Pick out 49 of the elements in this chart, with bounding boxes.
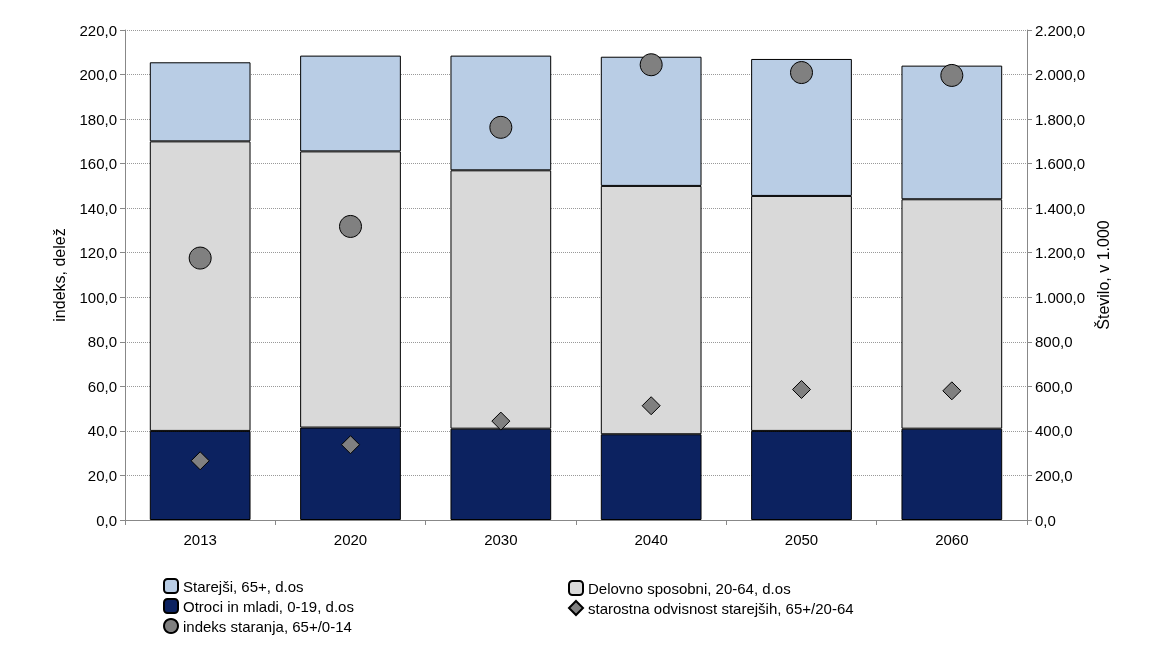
y-axis-title: indeks, delež [50, 228, 68, 322]
point [339, 214, 362, 238]
point [491, 411, 511, 431]
legend-label: Starejši, 65+, d.os [183, 577, 304, 595]
y2-tick-label: 2.000,0 [1035, 66, 1086, 84]
y2-tick-label: 1.400,0 [1035, 199, 1086, 217]
x-tick-label: 2030 [484, 531, 518, 548]
y-tick-label: 80,0 [87, 333, 117, 351]
point [190, 451, 210, 471]
y-tick-label: 220,0 [79, 21, 117, 39]
point [188, 246, 212, 270]
y-tick-label: 100,0 [79, 288, 117, 306]
legend-label: Delovno sposobni, 20-64, d.os [588, 579, 791, 597]
legend-label: indeks staranja, 65+/0-14 [183, 617, 352, 635]
y2-tick-label: 800,0 [1035, 333, 1073, 351]
x-tick-label: 2050 [784, 531, 819, 548]
y2-axis-title: Število, v 1.000 [1094, 220, 1113, 330]
x-tick-label: 2013 [183, 531, 217, 548]
point [942, 381, 962, 401]
legend-label: Otroci in mladi, 0-19, d.os [183, 597, 354, 615]
y2-tick-label: 1.800,0 [1035, 110, 1086, 128]
y-tick-label: 160,0 [79, 155, 117, 173]
y-tick-label: 40,0 [87, 422, 117, 440]
x-tick-label: 2060 [935, 531, 969, 548]
y2-tick-label: 1.600,0 [1035, 155, 1086, 173]
point [489, 115, 513, 139]
y-tick-label: 200,0 [79, 66, 117, 84]
point [940, 63, 964, 87]
point [641, 396, 661, 416]
y2-tick-label: 600,0 [1035, 377, 1073, 395]
y-tick-label: 20,0 [87, 466, 117, 484]
y2-tick-label: 1.000,0 [1035, 288, 1086, 306]
point [792, 379, 811, 399]
y2-tick-label: 2.200,0 [1035, 21, 1086, 39]
y2-tick-label: 200,0 [1035, 466, 1073, 484]
point [790, 61, 813, 85]
point [639, 53, 663, 77]
y2-tick-label: 0,0 [1035, 511, 1056, 529]
y-tick-label: 140,0 [79, 199, 117, 217]
y2-tick-label: 1.200,0 [1035, 244, 1086, 262]
y-tick-label: 0,0 [96, 511, 117, 529]
x-tick-label: 2040 [634, 531, 668, 548]
y-tick-label: 60,0 [87, 377, 117, 395]
point [341, 435, 360, 455]
x-tick-label: 2020 [333, 531, 368, 548]
y2-tick-label: 400,0 [1035, 422, 1073, 440]
y-tick-label: 180,0 [79, 110, 117, 128]
y-tick-label: 120,0 [79, 244, 117, 262]
legend-label: starostna odvisnost starejših, 65+/20-64 [588, 599, 854, 617]
